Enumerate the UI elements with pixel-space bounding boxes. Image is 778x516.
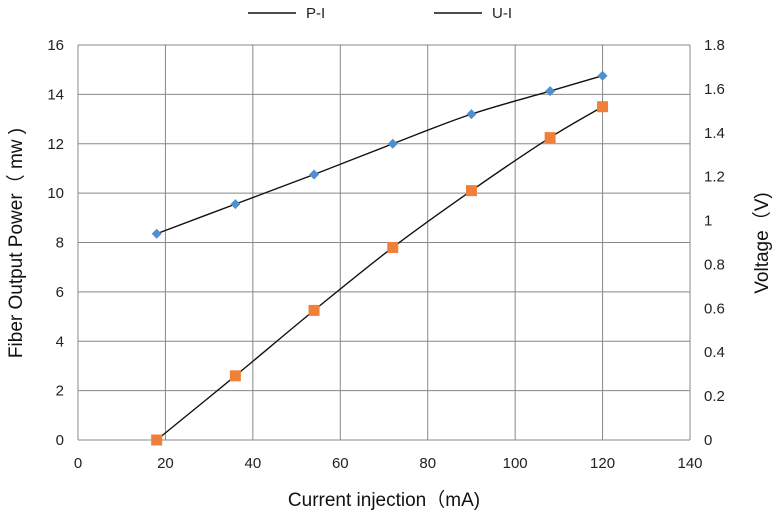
legend-label-p-i: P-I [306, 5, 325, 22]
right-tick-label: 1.2 [704, 169, 725, 186]
right-tick-label: 0.4 [704, 344, 725, 361]
left-tick-label: 14 [47, 86, 64, 103]
x-axis-title: Current injection（mA) [288, 489, 480, 511]
point-p-i [230, 199, 241, 210]
left-axis-ticks: 0 2 4 6 8 10 12 14 16 [47, 37, 64, 449]
series-layer [151, 70, 609, 446]
left-tick-label: 12 [47, 136, 64, 153]
left-tick-label: 16 [47, 37, 64, 54]
right-tick-label: 0 [704, 432, 712, 449]
series-line-p-i [156, 75, 603, 235]
right-tick-label: 1.6 [704, 81, 725, 98]
left-tick-label: 8 [56, 235, 64, 252]
point-u-i [597, 101, 609, 113]
x-tick-label: 40 [245, 455, 262, 472]
right-tick-label: 1.4 [704, 125, 725, 142]
legend-label-u-i: U-I [492, 5, 512, 22]
point-u-i [387, 241, 399, 253]
left-tick-label: 10 [47, 185, 64, 202]
x-tick-label: 0 [74, 455, 82, 472]
point-u-i [308, 304, 320, 316]
x-tick-label: 60 [332, 455, 349, 472]
right-tick-label: 0.8 [704, 256, 725, 273]
x-axis-ticks: 0 20 40 60 80 100 120 140 [74, 455, 703, 472]
left-tick-label: 0 [56, 432, 64, 449]
point-p-i [387, 138, 398, 149]
left-tick-label: 2 [56, 383, 64, 400]
point-u-i [151, 434, 163, 446]
left-axis-title: Fiber Output Power（ mw ) [5, 128, 27, 358]
series-line-u-i [156, 106, 603, 441]
point-u-i [544, 132, 556, 144]
point-p-i [466, 109, 477, 120]
grid-lines [77, 44, 691, 441]
right-tick-label: 0.6 [704, 300, 725, 317]
x-tick-label: 140 [677, 455, 702, 472]
x-tick-label: 20 [157, 455, 174, 472]
x-tick-label: 80 [419, 455, 436, 472]
right-tick-label: 1 [704, 213, 712, 230]
point-p-i [597, 70, 608, 81]
right-tick-label: 1.8 [704, 37, 725, 54]
left-tick-label: 6 [56, 284, 64, 301]
point-u-i [229, 370, 241, 382]
legend: P-I U-I [248, 5, 512, 22]
right-axis-title: Voltage（V) [751, 192, 773, 293]
x-tick-label: 100 [503, 455, 528, 472]
point-p-i [545, 86, 556, 97]
right-axis-ticks: 0 0.2 0.4 0.6 0.8 1 1.2 1.4 1.6 1.8 [704, 37, 725, 449]
left-tick-label: 4 [56, 333, 64, 350]
x-tick-label: 120 [590, 455, 615, 472]
point-u-i [465, 185, 477, 197]
right-tick-label: 0.2 [704, 388, 725, 405]
point-p-i [309, 169, 320, 180]
point-p-i [151, 228, 162, 239]
